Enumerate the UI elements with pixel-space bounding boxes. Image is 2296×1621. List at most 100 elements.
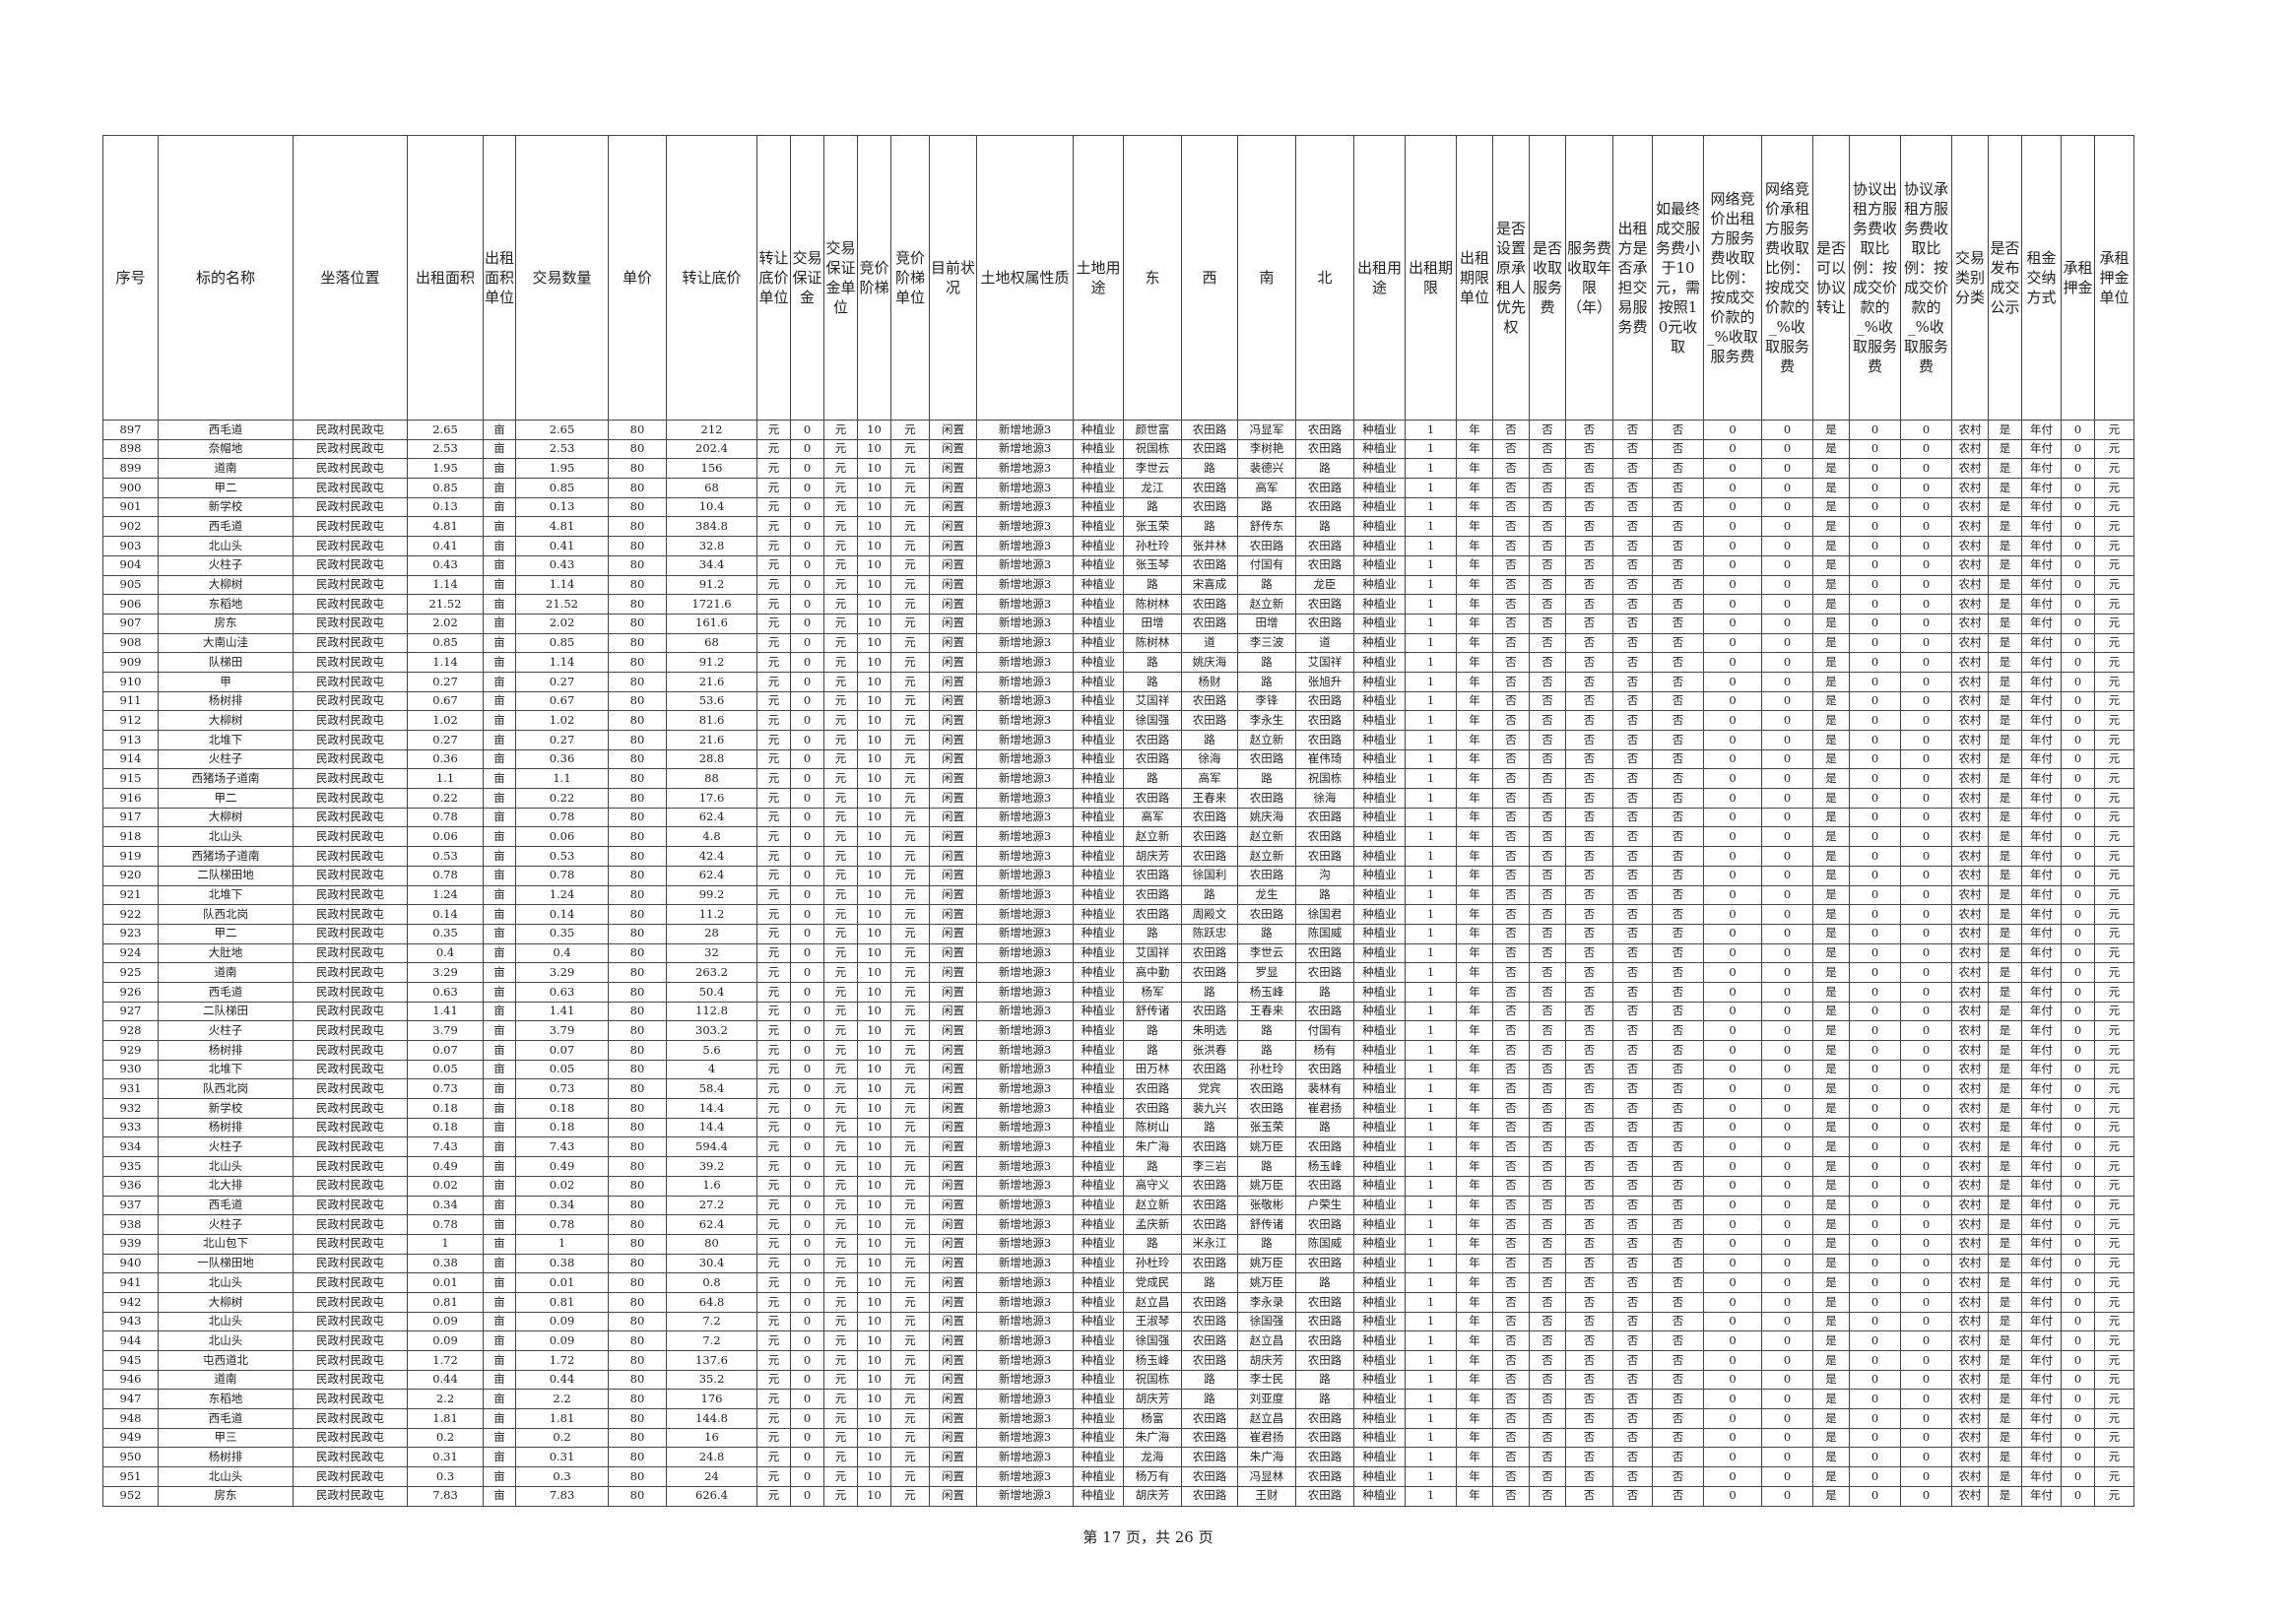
table-cell: 舒传诸 (1123, 1001, 1182, 1022)
table-cell: 民政村民政屯 (293, 1233, 408, 1255)
table-cell: 姚万臣 (1237, 1175, 1296, 1197)
table-cell: 929 (102, 1040, 159, 1061)
table-cell: 杨树排 (158, 1040, 294, 1061)
table-cell: 否 (1492, 981, 1530, 1003)
table-cell: 0 (1849, 652, 1901, 673)
table-cell: 0 (1761, 420, 1813, 440)
table-cell: 新学校 (158, 1098, 294, 1119)
table-cell: 10 (857, 788, 891, 809)
table-cell: 队西北岗 (158, 904, 294, 925)
table-cell: 北山头 (158, 826, 294, 848)
table-cell: 0 (1703, 710, 1762, 731)
table-cell: 910 (102, 671, 159, 692)
table-cell: 元 (2094, 1195, 2134, 1216)
header-row: 序号 标的名称 坐落位置 出租面积 出租面积单位 交易数量 单价 转让底价 转让底价单位 交易保证… (102, 135, 2134, 421)
table-cell: 种植业 (1353, 1078, 1406, 1100)
table-cell: 0 (1761, 1408, 1813, 1429)
table-cell: 大柳树 (158, 807, 294, 828)
table-cell: 元 (756, 554, 791, 576)
table-cell: 李三波 (1237, 632, 1296, 654)
table-cell: 种植业 (1353, 594, 1406, 615)
table-cell: 元 (823, 1330, 858, 1351)
table-cell: 否 (1529, 1466, 1566, 1487)
table-cell: 闲置 (929, 1369, 977, 1391)
table-cell: 种植业 (1073, 962, 1124, 983)
table-cell: 918 (102, 826, 159, 848)
table-cell: 1 (1405, 1233, 1457, 1255)
table-cell: 民政村民政屯 (293, 536, 408, 556)
table-cell: 元 (756, 1156, 791, 1177)
table-cell: 农村 (1951, 1369, 1989, 1391)
table-cell: 新增地源3 (976, 1447, 1074, 1468)
table-cell: 0 (790, 1369, 824, 1391)
table-cell: 32 (666, 942, 757, 964)
table-cell: 0 (1703, 613, 1762, 634)
table-cell: 908 (102, 632, 159, 654)
table-cell: 0 (1900, 1098, 1952, 1119)
column-header: 标的名称 (158, 135, 294, 421)
table-cell: 亩 (483, 458, 516, 480)
table-cell: 农村 (1951, 1272, 1989, 1293)
table-cell: 路 (1237, 574, 1296, 596)
table-cell: 元 (823, 1040, 858, 1061)
table-cell: 0 (790, 1059, 824, 1080)
table-cell: 0 (2061, 516, 2095, 538)
table-cell: 0 (1900, 574, 1952, 596)
table-cell: 是 (1988, 1447, 2022, 1468)
table-cell: 元 (890, 496, 930, 518)
table-row: 923 甲二 民政村民政屯 0.35 亩 0.35 80 28 元 0 元 10 元闲置 新增地源3 种植业… (102, 923, 2134, 944)
table-cell: 新增地源3 (976, 458, 1074, 480)
table-cell: 否 (1529, 516, 1566, 538)
table-cell: 农村 (1951, 1447, 1989, 1468)
table-cell: 冯显林 (1237, 1466, 1296, 1487)
table-cell: 0 (790, 1040, 824, 1061)
table-cell: 甲二 (158, 788, 294, 809)
table-cell: 0.34 (407, 1195, 484, 1216)
table-cell: 是 (1988, 1408, 2022, 1429)
table-cell: 农田路 (1295, 1291, 1354, 1313)
table-cell: 否 (1565, 1156, 1613, 1177)
table-cell: 闲置 (929, 730, 977, 750)
table-cell: 年 (1456, 981, 1493, 1003)
table-cell: 元 (823, 496, 858, 518)
column-header: 东 (1123, 135, 1182, 421)
table-cell: 闲置 (929, 1156, 977, 1177)
table-cell: 民政村民政屯 (293, 1098, 408, 1119)
table-cell: 元 (756, 884, 791, 906)
table-cell: 元 (823, 1195, 858, 1216)
table-cell: 0 (1900, 1156, 1952, 1177)
table-cell: 祝国栋 (1123, 1369, 1182, 1391)
table-cell: 4.81 (407, 516, 484, 538)
table-cell: 元 (2094, 1311, 2134, 1332)
table-cell: 路 (1237, 923, 1296, 944)
table-cell: 0 (1900, 613, 1952, 634)
table-cell: 道 (1181, 632, 1238, 654)
table-cell: 杨万有 (1123, 1466, 1182, 1487)
table-cell: 农田路 (1295, 1447, 1354, 1468)
table-cell: 农田路 (1295, 962, 1354, 983)
table-cell: 元 (890, 613, 930, 634)
table-cell: 否 (1652, 1485, 1704, 1507)
table-cell: 0 (1703, 962, 1762, 983)
table-cell: 元 (756, 1389, 791, 1410)
table-cell: 否 (1612, 516, 1653, 538)
table-cell: 否 (1529, 904, 1566, 925)
table-cell: 新增地源3 (976, 632, 1074, 654)
table-cell: 0 (790, 1078, 824, 1100)
table-cell: 农村 (1951, 613, 1989, 634)
table-cell: 否 (1652, 748, 1704, 770)
table-cell: 种植业 (1073, 438, 1124, 460)
table-cell: 否 (1565, 1350, 1613, 1371)
column-header: 承租押金单位 (2094, 135, 2134, 421)
table-cell: 否 (1612, 748, 1653, 770)
table-row: 931 队西北岗 民政村民政屯 0.73 亩 0.73 80 58.4 元 0 元 10 元闲置 新增地源… (102, 1078, 2134, 1100)
table-row: 926 西毛道 民政村民政屯 0.63 亩 0.63 80 50.4 元 0 元 10 元闲置 新增地源3… (102, 981, 2134, 1003)
table-cell: 年付 (2021, 1485, 2062, 1507)
table-cell: 1 (1405, 981, 1457, 1003)
table-cell: 0 (2061, 1253, 2095, 1274)
table-cell: 0 (790, 1447, 824, 1468)
table-cell: 种植业 (1353, 1291, 1406, 1313)
table-cell: 亩 (483, 1098, 516, 1119)
table-cell: 0 (1849, 1253, 1901, 1274)
table-cell: 28.8 (666, 748, 757, 770)
